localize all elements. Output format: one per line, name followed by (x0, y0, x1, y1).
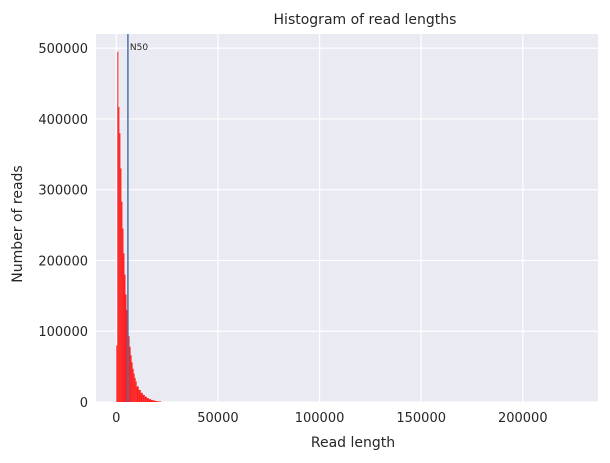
histogram-bars (116, 51, 162, 403)
y-tick-label: 400000 (38, 113, 88, 128)
histogram-bar (118, 106, 120, 403)
y-tick-label: 200000 (38, 254, 88, 269)
y-axis-ticks: 0 100000 200000 300000 400000 500000 (38, 42, 88, 411)
histogram-bar (144, 396, 147, 402)
histogram-bar (131, 362, 133, 402)
histogram-bar (129, 346, 131, 402)
x-tick-label: 0 (112, 411, 120, 426)
y-tick-label: 0 (80, 396, 88, 411)
histogram-bar (142, 394, 145, 402)
y-axis-label: Number of reads (10, 165, 26, 282)
histogram-bar (128, 336, 130, 402)
histogram-bar (138, 389, 141, 402)
annotations: N50 (127, 34, 148, 402)
x-tick-label: 150000 (396, 411, 446, 426)
histogram-bar (119, 133, 121, 403)
n50-label: N50 (130, 43, 148, 53)
x-tick-label: 200000 (498, 411, 548, 426)
histogram-bar (126, 310, 128, 402)
histogram-bar (134, 377, 136, 402)
histogram-bar (136, 386, 139, 402)
plot-area (96, 34, 598, 402)
histogram-bar (121, 201, 123, 402)
histogram-bar (124, 274, 126, 402)
histogram-bar (135, 381, 137, 402)
histogram-bar (122, 228, 124, 402)
histogram-bar (156, 401, 162, 402)
histogram-bar (148, 399, 151, 402)
histogram-bar (154, 400, 157, 402)
histogram-bar (152, 400, 155, 402)
y-tick-label: 500000 (38, 42, 88, 57)
histogram-bar (125, 294, 127, 402)
histogram-bar (132, 368, 134, 402)
histogram-bar (133, 373, 135, 402)
histogram-bar (150, 399, 153, 402)
chart-title: Histogram of read lengths (274, 12, 457, 28)
x-axis-ticks: 0 50000 100000 150000 200000 (112, 411, 547, 426)
y-tick-label: 300000 (38, 184, 88, 199)
histogram-bar (130, 355, 132, 402)
histogram-bar (117, 51, 119, 402)
histogram-bar (120, 168, 122, 402)
histogram-bar (116, 345, 118, 402)
x-tick-label: 100000 (295, 411, 345, 426)
histogram-bar (140, 392, 143, 402)
histogram-bar (123, 253, 125, 402)
grid-lines (96, 34, 598, 403)
x-axis-label: Read length (311, 435, 395, 451)
y-tick-label: 100000 (38, 325, 88, 340)
histogram-bar (146, 398, 149, 402)
x-tick-label: 50000 (197, 411, 238, 426)
